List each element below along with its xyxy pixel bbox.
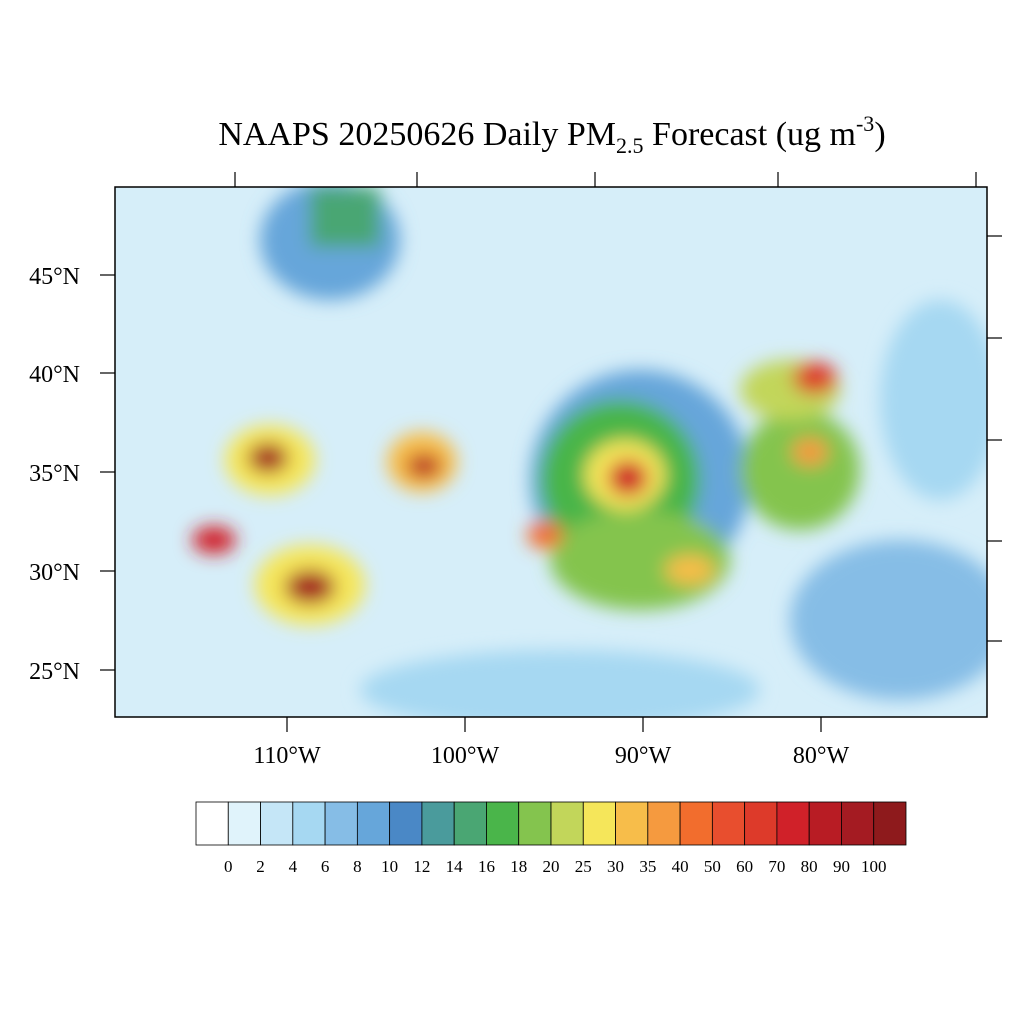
colorbar-box xyxy=(744,801,778,846)
colorbar-box xyxy=(453,801,487,846)
axis-ticks xyxy=(100,172,1002,732)
colorbar-box xyxy=(679,801,713,846)
colorbar-label: 18 xyxy=(510,857,527,876)
lat-label: 35°N xyxy=(29,461,80,487)
colorbar-box xyxy=(324,801,358,846)
lat-labels: 45°N 40°N 35°N 30°N 25°N xyxy=(29,264,80,685)
lon-labels: 110°W 100°W 90°W 80°W xyxy=(253,743,849,769)
colorbar-box xyxy=(615,801,649,846)
colorbar-label: 12 xyxy=(413,857,430,876)
colorbar-label: 100 xyxy=(861,857,887,876)
colorbar-box xyxy=(227,801,261,846)
colorbar-label: 50 xyxy=(704,857,721,876)
map-field xyxy=(115,187,987,717)
colorbar-box xyxy=(647,801,681,846)
colorbar-label: 20 xyxy=(543,857,560,876)
colorbar-box xyxy=(518,801,552,846)
lon-label: 90°W xyxy=(615,743,672,769)
colorbar-label: 60 xyxy=(736,857,753,876)
lon-label: 80°W xyxy=(793,743,850,769)
colorbar-box xyxy=(486,801,520,846)
colorbar-label: 4 xyxy=(289,857,298,876)
colorbar-label: 25 xyxy=(575,857,592,876)
colorbar-label: 90 xyxy=(833,857,850,876)
colorbar-box xyxy=(873,801,907,846)
lat-label: 45°N xyxy=(29,264,80,290)
colorbar-box xyxy=(582,801,616,846)
map-frame xyxy=(114,186,988,718)
lat-label: 30°N xyxy=(29,560,80,586)
colorbar-box xyxy=(841,801,875,846)
colorbar-box xyxy=(808,801,842,846)
colorbar-label: 80 xyxy=(801,857,818,876)
colorbar-label: 6 xyxy=(321,857,330,876)
colorbar-label: 8 xyxy=(353,857,362,876)
colorbar-box xyxy=(389,801,423,846)
colorbar-label: 14 xyxy=(446,857,464,876)
title: NAAPS 20250626 Daily PM2.5 Forecast (ug … xyxy=(218,111,885,158)
colorbar: 0 2 4 6 8 10 12 14 16 18 20 25 30 35 40 50 60 70 80 90 100 xyxy=(195,801,907,876)
colorbar-label: 35 xyxy=(639,857,656,876)
colorbar-box xyxy=(260,801,294,846)
colorbar-box xyxy=(711,801,746,846)
colorbar-label: 0 xyxy=(224,857,233,876)
colorbar-box xyxy=(292,801,326,846)
colorbar-box xyxy=(421,801,455,846)
lon-label: 110°W xyxy=(253,743,321,769)
lat-label: 40°N xyxy=(29,362,80,388)
colorbar-box xyxy=(776,801,810,846)
colorbar-label: 40 xyxy=(672,857,689,876)
lat-label: 25°N xyxy=(29,659,80,685)
colorbar-box xyxy=(356,801,391,846)
colorbar-box xyxy=(550,801,584,846)
colorbar-label: 2 xyxy=(256,857,265,876)
colorbar-box xyxy=(195,801,229,846)
colorbar-label: 10 xyxy=(381,857,398,876)
colorbar-label: 70 xyxy=(768,857,785,876)
lon-label: 100°W xyxy=(431,743,500,769)
colorbar-label: 16 xyxy=(478,857,495,876)
colorbar-label: 30 xyxy=(607,857,624,876)
